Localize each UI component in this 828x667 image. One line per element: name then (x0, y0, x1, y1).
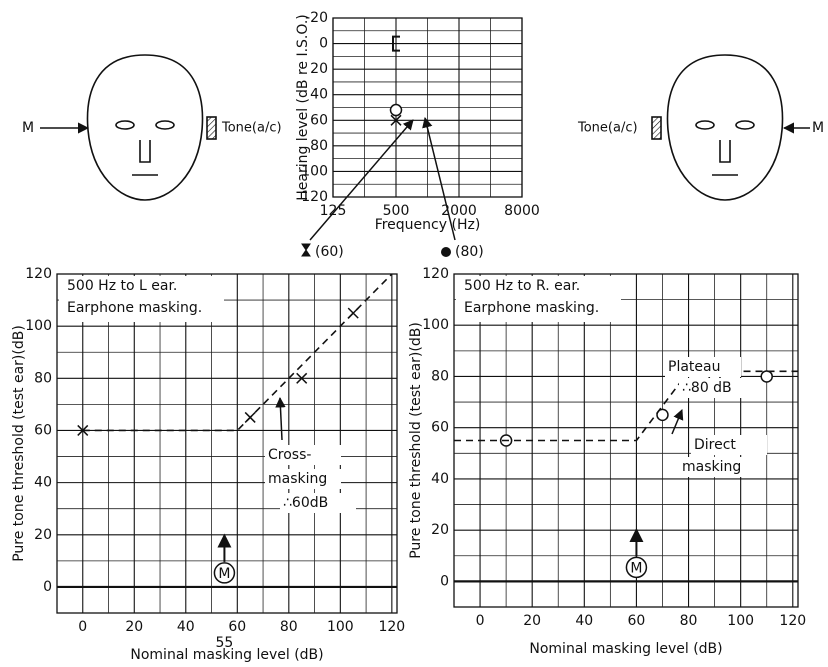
chart-subtitle: Earphone masking. (67, 300, 202, 316)
masker-label: M (812, 120, 824, 136)
x-tick-label: 80 (680, 613, 698, 629)
y-tick-label: 60 (310, 112, 328, 128)
masker-label: M (630, 560, 642, 576)
x-tick-label: 100 (327, 619, 354, 635)
masker-label: M (22, 120, 34, 136)
y-tick-label: 20 (310, 61, 328, 77)
figure: M Tone(a/c) M Tone(a/c) 12550020008000-2… (0, 0, 828, 667)
annotation: (80) (455, 244, 484, 260)
annotation-arrow (672, 410, 682, 434)
y-axis-label: Pure tone threshold (test ear)(dB) (11, 325, 27, 562)
tone-label: Tone(a/c) (221, 121, 282, 136)
page: {"left_head": {"masker": "M", "tone": "T… (0, 0, 828, 667)
y-tick-label: 100 (422, 317, 449, 333)
x-tick-label: 80 (280, 619, 298, 635)
annotation: masking (682, 459, 741, 475)
y-tick-label: 0 (43, 579, 52, 595)
x-axis-label: Nominal masking level (dB) (529, 641, 722, 657)
annotation: Cross- (268, 447, 311, 463)
tone-label: Tone(a/c) (577, 121, 638, 136)
x-tick-label: 20 (125, 619, 143, 635)
x-tick-label: 125 (320, 203, 347, 219)
y-tick-label: 40 (34, 475, 52, 491)
y-tick-label: 80 (431, 368, 449, 384)
y-axis-label: Hearing level (dB re I.S.O.) (295, 14, 311, 201)
x-tick-label: 120 (779, 613, 806, 629)
y-tick-label: 80 (34, 370, 52, 386)
y-tick-label: 20 (34, 527, 52, 543)
y-tick-label: 0 (440, 573, 449, 589)
x-tick-label: 8000 (504, 203, 540, 219)
plot-frame (57, 274, 397, 613)
right-head (652, 55, 810, 200)
masker-value: 55 (216, 635, 234, 651)
annotation: masking (268, 471, 327, 487)
x-tick-label: 60 (228, 619, 246, 635)
annotation: Direct (694, 437, 736, 453)
y-tick-label: 0 (319, 36, 328, 52)
y-tick-label: 60 (431, 420, 449, 436)
x-tick-label: 40 (177, 619, 195, 635)
annotation: Plateau (668, 359, 720, 375)
x-tick-label: 60 (628, 613, 646, 629)
y-tick-label: 120 (422, 266, 449, 282)
y-axis-label: Pure tone threshold (test ear)(dB) (408, 322, 424, 559)
chart-subtitle: Earphone masking. (464, 300, 599, 316)
data-point (391, 105, 402, 116)
left-head (40, 55, 216, 200)
x-axis-label: Frequency (Hz) (375, 217, 481, 233)
x-tick-label: 20 (523, 613, 541, 629)
x-tick-label: 100 (727, 613, 754, 629)
masker-symbol (302, 244, 310, 256)
y-tick-label: 40 (431, 471, 449, 487)
chart-title: 500 Hz to R. ear. (464, 278, 580, 294)
x-tick-label: 120 (378, 619, 405, 635)
annotation: ∴60dB (283, 495, 328, 511)
y-tick-label: 100 (25, 318, 52, 334)
masker-label: M (218, 566, 230, 582)
y-tick-label: 60 (34, 422, 52, 438)
x-tick-label: 0 (78, 619, 87, 635)
x-tick-label: 40 (575, 613, 593, 629)
masker-symbol (441, 247, 451, 257)
annotation: (60) (315, 244, 344, 260)
y-tick-label: 40 (310, 87, 328, 103)
y-tick-label: 80 (310, 138, 328, 154)
y-tick-label: 120 (25, 266, 52, 282)
x-tick-label: 0 (476, 613, 485, 629)
annotation: ∴80 dB (682, 380, 732, 396)
data-point (761, 371, 772, 382)
chart-title: 500 Hz to L ear. (67, 278, 177, 294)
y-tick-label: 20 (431, 522, 449, 538)
